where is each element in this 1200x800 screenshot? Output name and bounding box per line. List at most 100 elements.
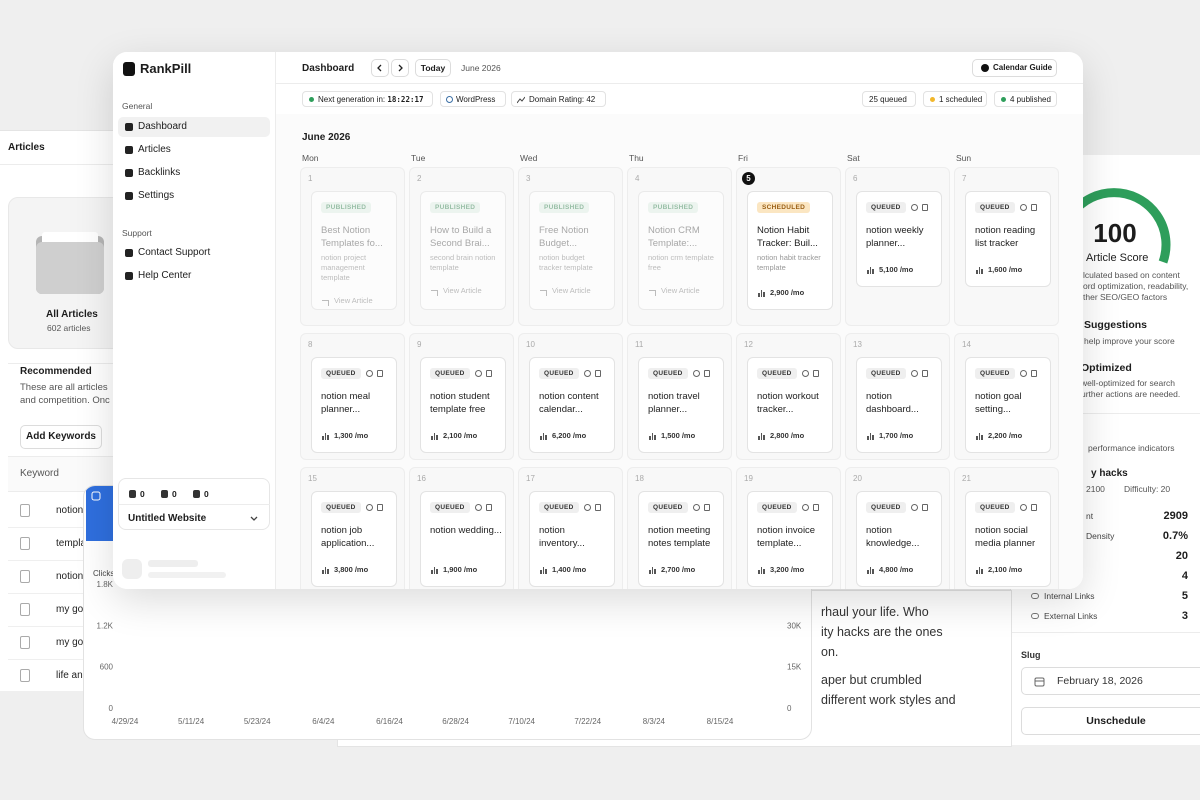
settings-icon[interactable] bbox=[693, 504, 700, 511]
article-card[interactable]: QUEUED notion inventory... 1,400 /mo bbox=[529, 491, 615, 587]
article-card[interactable]: QUEUED notion wedding... 1,900 /mo bbox=[420, 491, 506, 587]
article-card[interactable]: QUEUED notion knowledge... 4,800 /mo bbox=[856, 491, 942, 587]
delete-icon[interactable] bbox=[1031, 504, 1037, 511]
delete-icon[interactable] bbox=[922, 204, 928, 211]
keyword[interactable]: my go bbox=[56, 637, 84, 648]
keyword[interactable]: notion bbox=[56, 505, 84, 516]
settings-icon[interactable] bbox=[911, 204, 918, 211]
view-link[interactable]: View Article bbox=[334, 296, 373, 305]
guide-button[interactable]: Calendar Guide bbox=[972, 59, 1057, 77]
y-tick-label: 0 bbox=[109, 704, 114, 713]
volume-icon bbox=[327, 569, 329, 574]
status-badge: PUBLISHED bbox=[539, 202, 590, 213]
all-articles-card[interactable] bbox=[8, 197, 115, 349]
article-card[interactable]: QUEUED notion reading list tracker 1,600 /… bbox=[965, 191, 1051, 287]
delete-icon[interactable] bbox=[377, 504, 383, 511]
today-button[interactable]: Today bbox=[415, 59, 451, 77]
settings-icon[interactable] bbox=[911, 370, 918, 377]
article-card[interactable]: SCHEDULED Notion Habit Tracker: Buil... no… bbox=[747, 191, 833, 310]
settings-icon[interactable] bbox=[802, 504, 809, 511]
settings-icon[interactable] bbox=[584, 370, 591, 377]
article-card[interactable]: QUEUED notion content calendar... 6,200 /m… bbox=[529, 357, 615, 453]
doc-icon bbox=[20, 570, 30, 583]
delete-icon[interactable] bbox=[486, 504, 492, 511]
article-card[interactable]: QUEUED notion meal planner... 1,300 /mo bbox=[311, 357, 397, 453]
row-divider bbox=[8, 560, 115, 561]
keyword[interactable]: templa bbox=[56, 538, 87, 549]
settings-icon[interactable] bbox=[1020, 204, 1027, 211]
view-link[interactable]: View Article bbox=[552, 286, 591, 295]
nav-item[interactable]: Contact Support bbox=[138, 247, 211, 258]
settings-icon[interactable] bbox=[366, 504, 373, 511]
published: 4 published bbox=[1010, 95, 1051, 104]
article-card[interactable]: QUEUED notion student template free 2,100 … bbox=[420, 357, 506, 453]
add-keywords-button[interactable]: Add Keywords bbox=[20, 425, 102, 449]
view-icon[interactable] bbox=[540, 290, 547, 296]
nav-item[interactable]: Articles bbox=[138, 144, 171, 155]
delete-icon[interactable] bbox=[704, 504, 710, 511]
delete-icon[interactable] bbox=[486, 370, 492, 377]
article-card[interactable]: PUBLISHED Notion CRM Template:... notion c… bbox=[638, 191, 724, 310]
date-input[interactable]: February 18, 2026 bbox=[1021, 667, 1200, 695]
article-card[interactable]: QUEUED notion meeting notes template 2,700… bbox=[638, 491, 724, 587]
day-cell: 12 QUEUED notion workout tracker... 2,800 /… bbox=[736, 333, 841, 460]
article-card[interactable]: QUEUED notion social media planner 2,100 /… bbox=[965, 491, 1051, 587]
view-icon[interactable] bbox=[431, 290, 438, 296]
delete-icon[interactable] bbox=[377, 370, 383, 377]
settings-icon[interactable] bbox=[584, 504, 591, 511]
article-card[interactable]: PUBLISHED Best Notion Templates fo... noti… bbox=[311, 191, 397, 310]
keyword[interactable]: my go bbox=[56, 604, 84, 615]
article-card[interactable]: QUEUED notion workout tracker... 2,800 /mo bbox=[747, 357, 833, 453]
article-card[interactable]: QUEUED notion goal setting... 2,200 /mo bbox=[965, 357, 1051, 453]
volume-icon bbox=[869, 567, 872, 574]
settings-icon[interactable] bbox=[475, 504, 482, 511]
settings-icon[interactable] bbox=[1020, 370, 1027, 377]
view-link[interactable]: View Article bbox=[443, 286, 482, 295]
delete-icon[interactable] bbox=[813, 504, 819, 511]
article-card[interactable]: QUEUED notion invoice template... 3,200 /m… bbox=[747, 491, 833, 587]
delete-icon[interactable] bbox=[1031, 204, 1037, 211]
y-tick-label: 600 bbox=[100, 663, 114, 672]
article-title: notion weekly planner... bbox=[866, 225, 924, 249]
prev-button[interactable] bbox=[371, 59, 389, 77]
next-label: Next generation in: bbox=[318, 95, 386, 104]
nav-item[interactable]: Settings bbox=[138, 190, 175, 201]
next-button[interactable] bbox=[391, 59, 409, 77]
nav-item[interactable]: Backlinks bbox=[138, 167, 181, 178]
article-card[interactable]: QUEUED notion dashboard... 1,700 /mo bbox=[856, 357, 942, 453]
delete-icon[interactable] bbox=[1031, 370, 1037, 377]
volume-icon bbox=[763, 435, 765, 440]
unschedule-button[interactable]: Unschedule bbox=[1021, 707, 1200, 735]
view-icon[interactable] bbox=[649, 290, 656, 296]
view-link[interactable]: View Article bbox=[661, 286, 700, 295]
nav-item[interactable]: Dashboard bbox=[138, 121, 187, 132]
delete-icon[interactable] bbox=[813, 370, 819, 377]
volume: 3,800 /mo bbox=[334, 565, 369, 574]
day-number: 18 bbox=[635, 474, 644, 483]
article-card[interactable]: PUBLISHED Free Notion Budget... notion bud… bbox=[529, 191, 615, 310]
settings-icon[interactable] bbox=[366, 370, 373, 377]
delete-icon[interactable] bbox=[595, 504, 601, 511]
settings-icon[interactable] bbox=[911, 504, 918, 511]
article-card[interactable]: QUEUED notion job application... 3,800 /mo bbox=[311, 491, 397, 587]
article-card[interactable]: QUEUED notion weekly planner... 5,100 /mo bbox=[856, 191, 942, 287]
settings-icon[interactable] bbox=[693, 370, 700, 377]
article-card[interactable]: PUBLISHED How to Build a Second Brai... se… bbox=[420, 191, 506, 310]
settings-icon[interactable] bbox=[802, 370, 809, 377]
delete-icon[interactable] bbox=[922, 370, 928, 377]
settings-icon[interactable] bbox=[475, 370, 482, 377]
keyword[interactable]: notion bbox=[56, 571, 84, 582]
month-label: June 2026 bbox=[461, 63, 501, 73]
status-badge: QUEUED bbox=[866, 502, 906, 513]
all-articles-count: 602 articles bbox=[47, 323, 91, 333]
article-card[interactable]: QUEUED notion travel planner... 1,500 /mo bbox=[638, 357, 724, 453]
nav-item[interactable]: Help Center bbox=[138, 270, 192, 281]
volume-icon bbox=[981, 569, 983, 574]
delete-icon[interactable] bbox=[595, 370, 601, 377]
view-icon[interactable] bbox=[322, 300, 329, 306]
settings-icon[interactable] bbox=[1020, 504, 1027, 511]
delete-icon[interactable] bbox=[704, 370, 710, 377]
delete-icon[interactable] bbox=[922, 504, 928, 511]
keyword[interactable]: life an bbox=[56, 670, 83, 681]
volume-icon bbox=[872, 435, 874, 440]
